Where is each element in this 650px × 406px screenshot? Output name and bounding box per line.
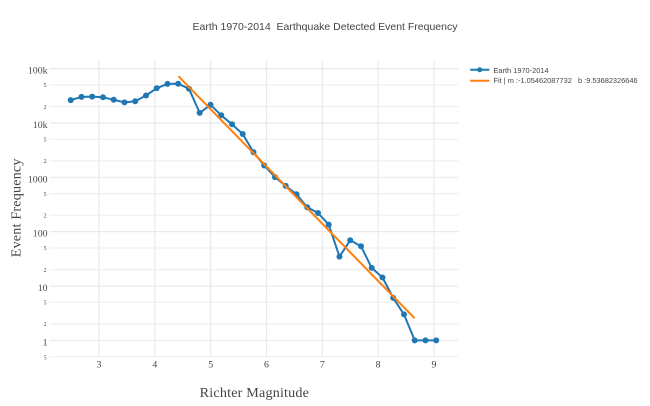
svg-text:Earth 1970-2014 Earthquake De: Earth 1970-2014 Earthquake Detected Even…	[192, 21, 458, 33]
svg-text:Fit | m :-1.05462087732 b :9: Fit | m :-1.05462087732 b :9.53682326646	[494, 76, 638, 85]
svg-text:5: 5	[44, 192, 47, 198]
svg-text:5: 5	[44, 301, 47, 307]
svg-text:6: 6	[264, 360, 269, 371]
svg-text:100: 100	[33, 229, 48, 240]
svg-text:1000: 1000	[28, 174, 48, 185]
svg-text:2: 2	[44, 105, 47, 111]
svg-text:5: 5	[44, 246, 47, 252]
svg-text:5: 5	[208, 360, 213, 371]
svg-text:2: 2	[44, 322, 47, 328]
svg-text:8: 8	[376, 360, 381, 371]
svg-text:Richter Magnitude: Richter Magnitude	[200, 385, 309, 401]
svg-text:5: 5	[44, 138, 47, 144]
svg-text:4: 4	[152, 360, 157, 371]
svg-text:2: 2	[44, 268, 47, 274]
svg-text:9: 9	[432, 360, 437, 371]
svg-text:Event Frequency: Event Frequency	[9, 158, 25, 257]
svg-text:1: 1	[43, 337, 48, 348]
svg-text:5: 5	[44, 355, 47, 361]
svg-text:10: 10	[38, 283, 48, 294]
svg-text:2: 2	[44, 159, 47, 165]
svg-text:3: 3	[97, 360, 102, 371]
svg-text:100k: 100k	[28, 66, 48, 77]
svg-text:Earth 1970-2014: Earth 1970-2014	[494, 66, 549, 75]
svg-text:10k: 10k	[33, 120, 48, 131]
svg-text:2: 2	[44, 214, 47, 220]
svg-text:5: 5	[44, 83, 47, 89]
svg-text:7: 7	[320, 360, 325, 371]
